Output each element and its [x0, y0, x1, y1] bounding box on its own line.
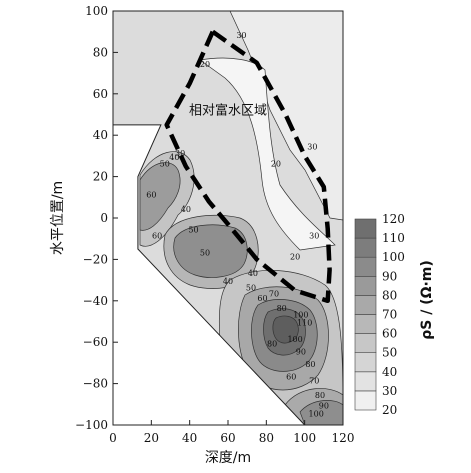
colorbar-tick-label: 30 — [382, 384, 397, 398]
colorbar-tick-label: 20 — [382, 403, 397, 417]
colorbar: 120 110 100 90 80 70 60 50 40 30 20 — [354, 212, 405, 417]
contour-label: 30 — [307, 143, 317, 152]
colorbar-tick-label: 120 — [382, 212, 405, 226]
colorbar-swatch — [354, 390, 377, 411]
colorbar-swatch — [354, 333, 377, 354]
x-tick-label: 80 — [259, 431, 274, 445]
x-tick-label: 0 — [109, 431, 117, 445]
upper-left-anomaly-60 — [139, 162, 181, 231]
y-axis-label: 水平位置/m — [50, 181, 66, 255]
colorbar-swatch — [354, 352, 377, 373]
x-axis-ticks: 0 20 40 60 80 100 120 — [109, 420, 354, 445]
colorbar-tick-label: 90 — [382, 269, 397, 283]
contour-label: 50 — [200, 248, 210, 257]
contour-label: 60 — [257, 294, 267, 303]
contour-label: 80 — [305, 360, 315, 369]
y-tick-label: 80 — [93, 45, 108, 59]
y-tick-label: 100 — [85, 4, 108, 18]
colorbar-swatch — [354, 237, 377, 258]
contour-label: 100 — [287, 335, 302, 344]
center-anomaly-60 — [173, 224, 248, 278]
x-tick-label: 40 — [182, 431, 197, 445]
contour-label: 50 — [160, 159, 170, 168]
y-tick-label: 60 — [93, 87, 108, 101]
contour-label: 40 — [169, 153, 179, 162]
contour-label: 100 — [309, 410, 324, 419]
contour-label: 30 — [309, 232, 319, 241]
contour-label: 20 — [200, 60, 210, 69]
contour-label: 40 — [248, 269, 258, 278]
contour-label: 60 — [152, 232, 162, 241]
y-tick-label: 40 — [93, 128, 108, 142]
y-axis-ticks: 100 80 60 40 20 0 −20 −40 −60 −80 −100 — [75, 4, 118, 432]
colorbar-tick-label: 100 — [382, 250, 405, 264]
y-tick-label: −100 — [75, 418, 108, 432]
contour-label: 80 — [315, 391, 325, 400]
colorbar-swatch — [354, 275, 377, 296]
y-tick-label: −60 — [83, 335, 108, 349]
contour-label: 100 — [293, 310, 308, 319]
x-tick-label: 100 — [293, 431, 316, 445]
colorbar-tick-label: 80 — [382, 288, 397, 302]
colorbar-swatch — [354, 314, 377, 334]
contour-label: 40 — [181, 205, 191, 214]
colorbar-tick-label: 40 — [382, 365, 397, 379]
colorbar-swatch — [354, 371, 377, 392]
colorbar-label: ρS / (Ω·m) — [419, 260, 435, 340]
colorbar-swatch — [354, 218, 377, 239]
x-axis-label: 深度/m — [205, 450, 251, 466]
y-tick-label: −40 — [83, 294, 108, 308]
low-band-under-20 — [199, 57, 336, 251]
bottom-lobe-80 — [299, 400, 343, 425]
contour-label: 90 — [319, 401, 329, 410]
contour-label: 70 — [309, 377, 319, 386]
contour-label: 80 — [277, 304, 287, 313]
contour-label: 40 — [223, 277, 233, 286]
contour-label: 70 — [269, 290, 279, 299]
contour-label: 50 — [188, 225, 198, 234]
y-tick-label: 0 — [100, 211, 108, 225]
colorbar-tick-label: 70 — [382, 308, 397, 322]
rich-water-region-label: 相对富水区域 — [189, 103, 267, 119]
colorbar-tick-label: 50 — [382, 346, 397, 360]
colorbar-tick-label: 110 — [382, 231, 405, 245]
x-tick-label: 20 — [144, 431, 159, 445]
colorbar-swatch — [354, 295, 377, 315]
contour-label: 20 — [271, 159, 281, 168]
contour-label: 80 — [267, 339, 277, 348]
y-tick-label: −20 — [83, 252, 108, 266]
contour-label: 30 — [236, 31, 246, 40]
rich-water-region-outline — [164, 29, 332, 304]
contour-label: 110 — [297, 319, 312, 328]
x-tick-label: 60 — [220, 431, 235, 445]
x-tick-label: 120 — [332, 431, 355, 445]
contour-label: 30 — [175, 149, 185, 158]
y-tick-label: 20 — [93, 170, 108, 184]
colorbar-swatch — [354, 256, 377, 277]
lower-anomaly-110 — [272, 315, 299, 344]
contour-label: 50 — [246, 283, 256, 292]
y-tick-label: −80 — [83, 377, 108, 391]
contour-label: 60 — [286, 372, 296, 381]
contour-label: 90 — [296, 348, 306, 357]
contour-label: 60 — [146, 190, 156, 199]
data-boundary-outline — [112, 10, 344, 426]
colorbar-tick-label: 60 — [382, 327, 397, 341]
contour-label: 20 — [290, 252, 300, 261]
